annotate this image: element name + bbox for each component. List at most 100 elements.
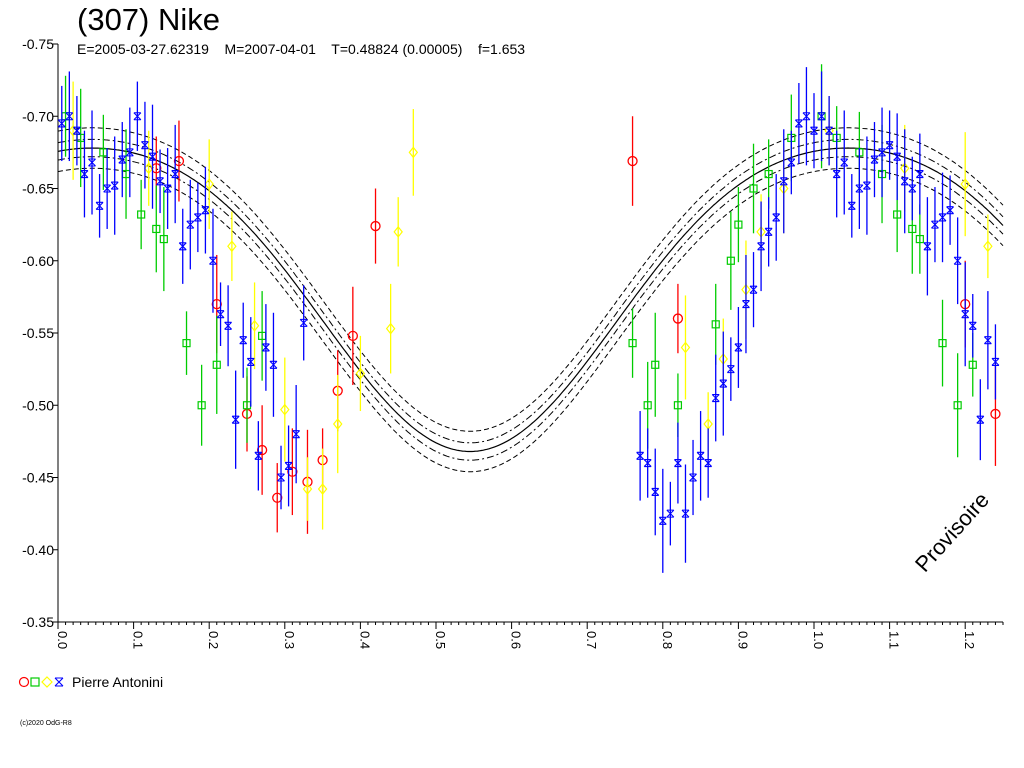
- data-point-cross: [201, 206, 210, 215]
- data-point-cross: [133, 112, 142, 121]
- data-point-cross: [749, 285, 758, 294]
- data-point-cross: [246, 357, 255, 366]
- legend: Pierre Antonini: [18, 674, 163, 690]
- data-point-cross: [840, 158, 849, 167]
- data-point-diamond: [960, 178, 970, 191]
- data-point-cross: [80, 170, 89, 179]
- data-point-cross: [643, 459, 652, 468]
- data-point-square: [938, 339, 947, 348]
- data-point-cross: [88, 158, 96, 167]
- data-point-cross: [757, 242, 765, 251]
- x-tick-label: 0.4: [357, 631, 372, 649]
- data-point-cross: [878, 148, 886, 157]
- y-tick-label: -0.75: [22, 36, 54, 52]
- data-point-cross: [178, 242, 187, 251]
- data-point-cross: [946, 206, 954, 215]
- chart-subtitle: E=2005-03-27.62319 M=2007-04-01 T=0.4882…: [77, 41, 526, 57]
- data-point-diamond: [317, 483, 328, 496]
- data-point-cross: [742, 300, 750, 309]
- data-point-cross: [666, 509, 675, 518]
- data-point-cross: [658, 516, 667, 525]
- data-point-square: [628, 339, 637, 348]
- data-point-square: [159, 234, 168, 244]
- x-tick-label: 0.0: [55, 631, 70, 649]
- data-point-cross: [651, 487, 660, 496]
- y-tick-label: -0.45: [22, 470, 54, 486]
- data-point-cross: [284, 461, 293, 470]
- data-point-cross: [885, 141, 894, 150]
- data-point-cross: [262, 343, 270, 352]
- data-point-cross: [908, 184, 917, 193]
- data-point-cross: [292, 430, 301, 439]
- y-tick-label: -0.70: [22, 108, 54, 124]
- data-point-circle: [256, 444, 268, 456]
- data-point-cross: [931, 220, 939, 229]
- legend-label: Pierre Antonini: [72, 674, 164, 690]
- data-point-diamond: [280, 403, 290, 416]
- data-point-diamond: [227, 240, 237, 253]
- data-point-cross: [110, 181, 119, 190]
- data-point-cross: [991, 357, 1000, 366]
- data-point-cross: [636, 451, 645, 460]
- data-point-cross: [855, 184, 864, 193]
- data-point-cross: [825, 126, 834, 135]
- data-point-diamond: [302, 483, 313, 496]
- data-point-square: [643, 401, 652, 410]
- legend-marker-icons: [18, 676, 64, 688]
- y-tick-label: -0.50: [22, 397, 54, 413]
- fit-curve: [57, 147, 1004, 453]
- data-point-cross: [779, 177, 788, 186]
- x-tick-label: 1.0: [811, 631, 826, 649]
- data-point-square: [726, 256, 735, 265]
- data-point-cross: [674, 459, 682, 468]
- data-point-cross: [95, 201, 104, 210]
- data-point-square: [711, 320, 720, 329]
- x-tick-label: 0.5: [433, 631, 448, 649]
- data-point-cross: [171, 170, 180, 179]
- data-point-diamond: [249, 319, 260, 332]
- data-point-cross: [148, 152, 157, 161]
- data-point-cross: [163, 184, 172, 193]
- data-point-cross: [794, 119, 803, 128]
- data-point-cross: [711, 393, 720, 403]
- lightcurve-chart: -0.75 -0.70 -0.65 -0.60 -0.55 -0.50 -0.45 -0.40…: [22, 36, 1004, 649]
- data-point-cross: [103, 184, 112, 193]
- data-point-cross: [810, 126, 818, 135]
- data-point-cross: [817, 112, 826, 121]
- data-point-square: [915, 234, 924, 244]
- data-point-cross: [209, 256, 217, 265]
- data-point-cross: [764, 227, 773, 236]
- chart-title: (307) Nike: [77, 2, 220, 37]
- data-point-diamond: [355, 367, 366, 380]
- fit-inner-upper: [57, 138, 1004, 444]
- data-point-square: [651, 360, 660, 369]
- data-point-cross: [141, 141, 149, 150]
- x-tick-label: 0.6: [509, 631, 524, 649]
- data-point-cross: [689, 473, 697, 482]
- data-point-square: [212, 360, 221, 369]
- data-point-cross: [57, 119, 66, 128]
- data-point-diamond: [332, 418, 343, 430]
- fit-outer-upper: [57, 127, 1004, 432]
- data-point-square: [749, 184, 758, 193]
- data-point-cross: [118, 155, 127, 164]
- data-point-cross: [863, 181, 871, 190]
- data-point-cross: [983, 336, 992, 345]
- data-point-circle: [990, 408, 1001, 420]
- y-tick-label: -0.65: [22, 181, 54, 197]
- data-point-cross: [938, 213, 947, 222]
- x-tick-label: 0.7: [584, 631, 599, 649]
- data-point-circle: [370, 220, 381, 232]
- data-point-cross: [923, 242, 932, 251]
- data-point-square: [764, 169, 773, 179]
- data-point-circle: [151, 163, 162, 174]
- data-point-circle: [347, 330, 358, 342]
- data-point-cross: [900, 177, 909, 186]
- data-point-diamond: [393, 225, 403, 238]
- data-point-square: [908, 224, 917, 234]
- data-point-cross: [961, 310, 970, 319]
- data-point-diamond: [680, 341, 691, 354]
- data-point-square: [953, 401, 962, 410]
- data-point-cross: [277, 473, 285, 482]
- data-point-cross: [681, 509, 690, 518]
